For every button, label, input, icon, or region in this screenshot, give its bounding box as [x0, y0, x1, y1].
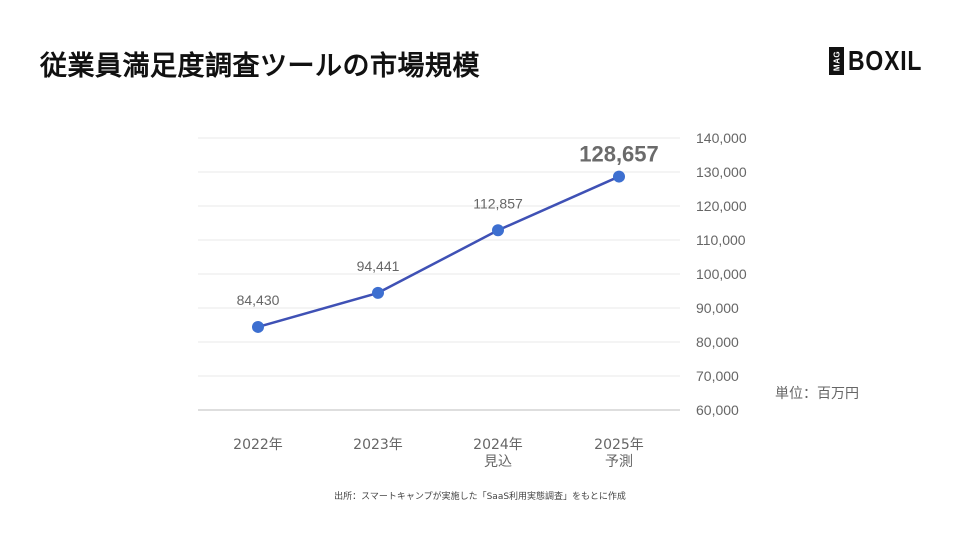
data-point-marker [252, 320, 264, 333]
y-tick-label: 130,000 [696, 164, 747, 180]
y-tick-label: 90,000 [696, 300, 739, 316]
data-point-marker [492, 224, 504, 237]
y-tick-label: 140,000 [696, 130, 747, 146]
data-label: 94,441 [357, 258, 400, 274]
data-series [252, 170, 625, 333]
logo-text: BOXIL [848, 45, 923, 76]
mag-badge: MAG [829, 47, 844, 75]
data-point-marker [372, 286, 384, 299]
x-category-label: 見込 [484, 454, 512, 470]
y-tick-label: 100,000 [696, 266, 747, 282]
series-line [257, 175, 620, 329]
x-category-label: 2024年 [473, 437, 523, 453]
y-tick-label: 80,000 [696, 334, 739, 350]
y-tick-label: 70,000 [696, 368, 739, 384]
boxil-logo: MAG BOXIL [829, 46, 939, 76]
data-label: 128,657 [579, 142, 659, 167]
y-axis-ticks: 60,000 70,000 80,000 90,000 100,000 110,000 12… [696, 130, 747, 418]
data-label: 112,857 [473, 195, 523, 211]
data-point-marker [613, 170, 625, 183]
y-tick-label: 110,000 [696, 232, 746, 248]
x-category-label: 2025年 [594, 437, 644, 453]
data-label: 84,430 [237, 292, 280, 308]
source-note: 出所：スマートキャンプが実施した「SaaS利用実態調査」をもとに作成 [334, 492, 626, 502]
gridlines [198, 137, 680, 411]
y-tick-label: 120,000 [696, 198, 747, 214]
unit-label: 単位：百万円 [775, 386, 859, 402]
x-category-label: 2023年 [353, 437, 403, 453]
data-labels: 84,430 94,441 112,857 128,657 [237, 142, 659, 308]
y-tick-label: 60,000 [696, 402, 739, 418]
x-category-label: 2022年 [233, 437, 283, 453]
x-category-label: 予測 [605, 454, 633, 470]
page-title: 従業員満足度調査ツールの市場規模 [40, 51, 480, 82]
